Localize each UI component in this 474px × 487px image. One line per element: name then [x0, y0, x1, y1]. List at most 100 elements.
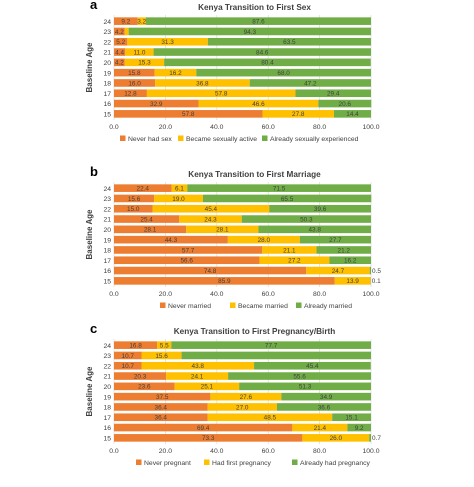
- data-label: 45.4: [306, 363, 319, 370]
- data-label: 4.2: [115, 29, 124, 36]
- data-label: 27.7: [329, 237, 342, 244]
- legend-swatch: [120, 136, 126, 142]
- category-tick-label: 23: [103, 353, 111, 360]
- data-label: 15.6: [128, 196, 141, 203]
- category-tick-label: 19: [103, 70, 111, 77]
- data-label: 16.2: [344, 258, 357, 265]
- data-label: 15.6: [155, 353, 168, 360]
- data-label: 9.2: [121, 18, 130, 25]
- data-label: 0.5: [372, 268, 381, 275]
- data-label: 4.4: [115, 49, 124, 56]
- legend-label: Already had pregnancy: [300, 460, 371, 467]
- legend-label: Never married: [168, 303, 211, 310]
- data-label: 44.3: [165, 237, 178, 244]
- data-label: 10.7: [122, 363, 135, 370]
- data-label: 14.4: [346, 111, 359, 118]
- data-label: 36.4: [155, 415, 168, 422]
- category-tick-label: 22: [103, 39, 111, 46]
- legend-swatch: [296, 303, 302, 309]
- category-tick-label: 20: [103, 60, 111, 67]
- y-axis-label: Baseline Age: [85, 42, 94, 92]
- x-tick-label: 60.0: [262, 448, 275, 455]
- category-tick-label: 17: [103, 91, 111, 98]
- data-label: 15.3: [138, 60, 151, 67]
- bar-segment: [125, 28, 129, 36]
- bar-segment: [182, 352, 371, 360]
- bar-segment: [369, 434, 371, 442]
- panel-letter: a: [90, 0, 98, 12]
- legend-swatch: [262, 136, 268, 142]
- chart-title: Kenya Transition to First Sex: [198, 3, 311, 12]
- data-label: 27.2: [288, 258, 301, 265]
- x-tick-label: 0.0: [109, 448, 119, 455]
- chart-title: Kenya Transition to First Pregnancy/Birt…: [174, 327, 336, 336]
- x-tick-label: 100.0: [362, 291, 379, 298]
- legend-label: Already sexually experienced: [270, 136, 359, 143]
- panel-letter: b: [90, 164, 98, 179]
- data-label: 45.4: [205, 206, 218, 213]
- data-label: 46.6: [252, 101, 265, 108]
- legend-label: Became married: [238, 303, 288, 310]
- data-label: 50.3: [300, 216, 313, 223]
- category-tick-label: 15: [103, 435, 111, 442]
- data-label: 20.3: [134, 373, 147, 380]
- data-label: 87.6: [252, 18, 265, 25]
- data-label: 5.2: [116, 39, 125, 46]
- data-label: 3.2: [137, 18, 146, 25]
- data-label: 36.6: [318, 404, 331, 411]
- x-tick-label: 0.0: [109, 124, 119, 131]
- legend-label: Became sexually active: [186, 136, 257, 143]
- category-tick-label: 21: [103, 374, 111, 381]
- category-tick-label: 21: [103, 217, 111, 224]
- category-tick-label: 20: [103, 384, 111, 391]
- data-label: 85.9: [218, 278, 231, 285]
- data-label: 0.1: [372, 278, 381, 285]
- data-label: 55.6: [293, 373, 306, 380]
- data-label: 27.8: [292, 111, 305, 118]
- chart-panel-a: a Kenya Transition to First Sex Baseline A…: [85, 0, 380, 143]
- data-label: 12.8: [124, 91, 137, 98]
- data-label: 4.2: [115, 60, 124, 67]
- data-label: 27.0: [236, 404, 249, 411]
- data-label: 28.1: [144, 227, 157, 234]
- x-tick-label: 40.0: [210, 124, 223, 131]
- legend-swatch: [160, 303, 166, 309]
- data-label: 71.5: [273, 185, 286, 192]
- legend-label: Never pregnant: [144, 460, 191, 467]
- x-tick-label: 100.0: [362, 448, 379, 455]
- x-tick-label: 80.0: [313, 124, 326, 131]
- data-label: 77.7: [265, 342, 278, 349]
- category-tick-label: 17: [103, 258, 111, 265]
- data-label: 74.8: [204, 268, 217, 275]
- legend-swatch: [204, 460, 210, 466]
- data-label: 22.4: [137, 185, 150, 192]
- data-label: 32.9: [150, 101, 163, 108]
- x-tick-label: 60.0: [262, 124, 275, 131]
- data-label: 15.8: [128, 70, 141, 77]
- category-tick-label: 24: [103, 19, 111, 26]
- data-label: 73.3: [202, 435, 215, 442]
- data-label: 47.2: [304, 80, 317, 87]
- data-label: 57.8: [182, 111, 195, 118]
- x-tick-label: 20.0: [159, 291, 172, 298]
- category-tick-label: 19: [103, 237, 111, 244]
- legend-swatch: [178, 136, 184, 142]
- data-label: 10.7: [122, 353, 135, 360]
- data-label: 68.0: [277, 70, 290, 77]
- y-axis-label: Baseline Age: [85, 366, 94, 416]
- data-label: 56.6: [181, 258, 194, 265]
- data-label: 65.5: [281, 196, 294, 203]
- category-tick-label: 23: [103, 29, 111, 36]
- data-label: 43.8: [192, 363, 205, 370]
- data-label: 25.1: [201, 384, 214, 391]
- category-tick-label: 18: [103, 81, 111, 88]
- data-label: 57.7: [182, 247, 195, 254]
- x-tick-label: 40.0: [210, 448, 223, 455]
- category-tick-label: 15: [103, 111, 111, 118]
- data-label: 28.1: [216, 227, 229, 234]
- data-label: 84.6: [256, 49, 269, 56]
- data-label: 24.1: [191, 373, 204, 380]
- data-label: 9.2: [355, 425, 364, 432]
- data-label: 94.3: [244, 29, 257, 36]
